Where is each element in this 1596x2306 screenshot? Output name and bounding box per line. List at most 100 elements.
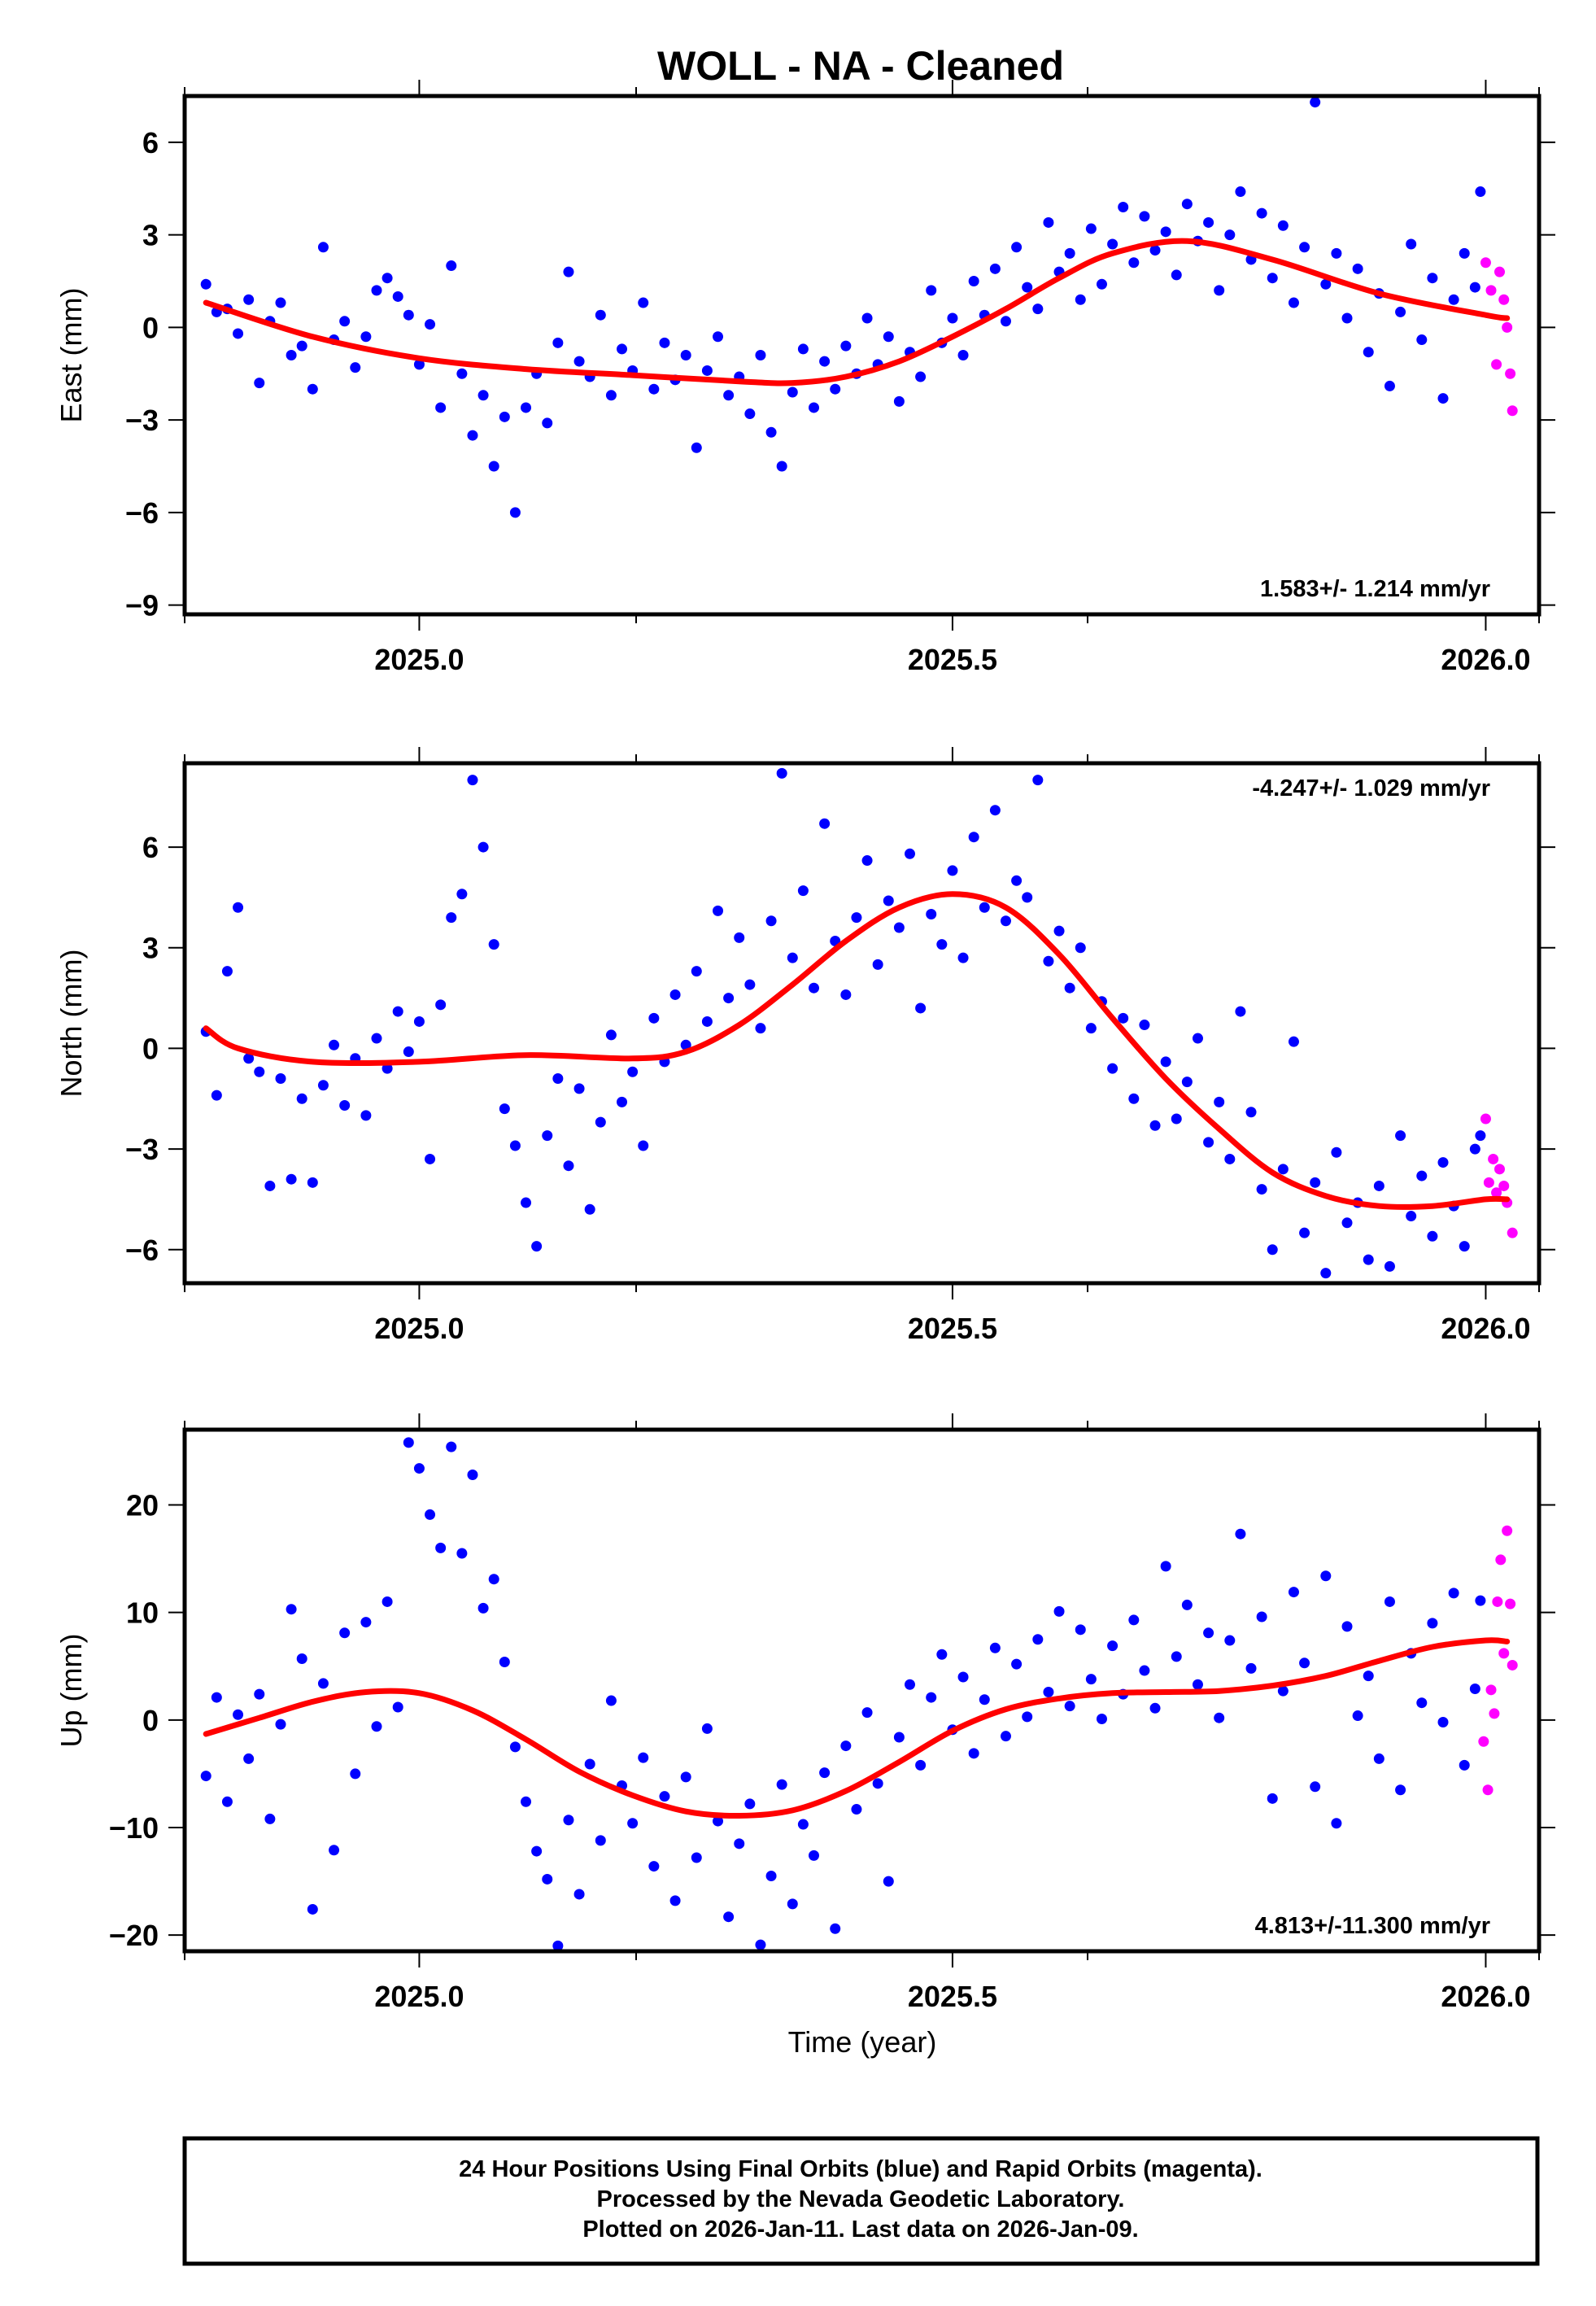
- up-final-point: [1085, 1674, 1097, 1685]
- east-final-point: [1406, 238, 1417, 250]
- up-plot-frame: [182, 1427, 1541, 1954]
- north-final-point: [1416, 1170, 1428, 1181]
- north-final-point: [1310, 1177, 1321, 1188]
- east-final-point: [893, 395, 905, 407]
- north-final-point: [776, 767, 787, 779]
- up-y-tick-label: −10: [109, 1811, 159, 1845]
- up-fit-curve: [203, 1637, 1511, 1819]
- up-final-point: [584, 1758, 595, 1770]
- north-final-point: [744, 979, 756, 990]
- east-rapid-point: [1485, 285, 1497, 296]
- east-final-point: [1475, 186, 1486, 198]
- north-final-point: [1192, 1033, 1203, 1044]
- east-final-point: [1395, 306, 1406, 317]
- up-final-point: [787, 1898, 798, 1910]
- east-final-point: [1128, 257, 1140, 269]
- north-final-point: [617, 1096, 628, 1107]
- north-final-point: [1107, 1063, 1119, 1074]
- up-final-point: [1475, 1595, 1486, 1606]
- up-final-point: [1363, 1671, 1374, 1682]
- north-final-point: [1022, 892, 1033, 903]
- north-final-point: [936, 939, 948, 950]
- east-final-point: [1181, 199, 1193, 210]
- footer-frame: [182, 2136, 1540, 2266]
- up-y-tick-label: 10: [126, 1596, 159, 1630]
- north-final-point: [1406, 1211, 1417, 1222]
- north-final-point: [979, 902, 990, 913]
- north-final-point: [1373, 1180, 1385, 1191]
- east-final-point: [456, 368, 468, 379]
- east-final-point: [744, 408, 756, 420]
- east-final-point: [382, 273, 393, 284]
- east-final-point: [1437, 393, 1449, 404]
- north-final-point: [1160, 1056, 1171, 1068]
- up-final-point: [1427, 1618, 1438, 1629]
- east-fit-curve: [203, 238, 1511, 387]
- up-final-point: [915, 1759, 927, 1771]
- east-final-point: [947, 312, 958, 324]
- up-final-point: [840, 1740, 852, 1752]
- east-final-point: [648, 383, 660, 395]
- up-final-point: [542, 1873, 553, 1885]
- east-final-point: [723, 390, 735, 401]
- up-final-point: [595, 1835, 606, 1846]
- up-final-point: [1171, 1651, 1182, 1662]
- north-final-point: [1320, 1268, 1332, 1279]
- up-final-point: [1096, 1714, 1107, 1725]
- up-final-point: [904, 1679, 915, 1690]
- up-final-point: [286, 1604, 297, 1615]
- x-axis-label: Time (year): [788, 2025, 937, 2059]
- north-final-point: [851, 912, 862, 924]
- up-final-point: [1277, 1685, 1289, 1697]
- east-y-axis-label: East (mm): [55, 288, 88, 423]
- east-y-tick-label: −9: [125, 589, 159, 622]
- east-final-point: [968, 276, 979, 286]
- east-final-point: [1427, 273, 1438, 284]
- up-final-point: [669, 1895, 681, 1906]
- east-final-point: [403, 309, 414, 321]
- east-final-point: [1149, 245, 1161, 256]
- east-final-point: [989, 263, 1001, 274]
- up-final-point: [317, 1678, 329, 1689]
- up-final-point: [776, 1779, 787, 1790]
- up-panel: 2025.0 2025.5 2026.0 20 10 0 −10 −20 Up (mm) 4.81…: [55, 1413, 1555, 2013]
- north-y-tick-label: 6: [142, 831, 159, 864]
- north-final-point: [734, 932, 745, 943]
- north-final-point: [499, 1103, 510, 1115]
- east-final-point: [1459, 247, 1470, 259]
- east-final-point: [861, 312, 873, 324]
- up-x-tick-label: 2025.0: [374, 1980, 464, 2013]
- east-final-point: [1043, 216, 1054, 228]
- north-final-point: [1149, 1120, 1161, 1131]
- up-final-point: [1245, 1662, 1257, 1674]
- up-final-point: [264, 1813, 276, 1824]
- north-final-point: [1267, 1244, 1278, 1256]
- up-final-point: [488, 1574, 499, 1585]
- north-x-tick-label: 2025.5: [908, 1312, 997, 1345]
- chart-title: WOLL - NA - Cleaned: [657, 43, 1064, 89]
- north-final-point: [1064, 982, 1075, 994]
- east-final-point: [1022, 282, 1033, 293]
- north-final-point: [552, 1073, 564, 1085]
- north-y-tick-label: 0: [142, 1032, 159, 1065]
- east-final-point: [563, 266, 574, 277]
- east-final-point: [680, 350, 691, 360]
- footer-line-3: Plotted on 2026-Jan-11. Last data on 202…: [582, 2216, 1138, 2243]
- east-final-point: [350, 362, 361, 373]
- north-final-point: [296, 1093, 307, 1104]
- east-final-point: [360, 331, 372, 343]
- up-final-point: [521, 1796, 532, 1807]
- east-final-point: [286, 350, 297, 360]
- east-final-point: [1011, 242, 1023, 253]
- up-final-point: [254, 1688, 265, 1700]
- east-final-point: [776, 461, 787, 472]
- north-final-point: [605, 1029, 617, 1041]
- up-final-point: [243, 1753, 255, 1764]
- north-final-point: [392, 1006, 403, 1017]
- east-final-point: [1118, 202, 1129, 212]
- east-final-point: [926, 285, 937, 296]
- north-final-point: [926, 909, 937, 920]
- north-final-point: [211, 1090, 222, 1101]
- north-final-point: [573, 1083, 585, 1094]
